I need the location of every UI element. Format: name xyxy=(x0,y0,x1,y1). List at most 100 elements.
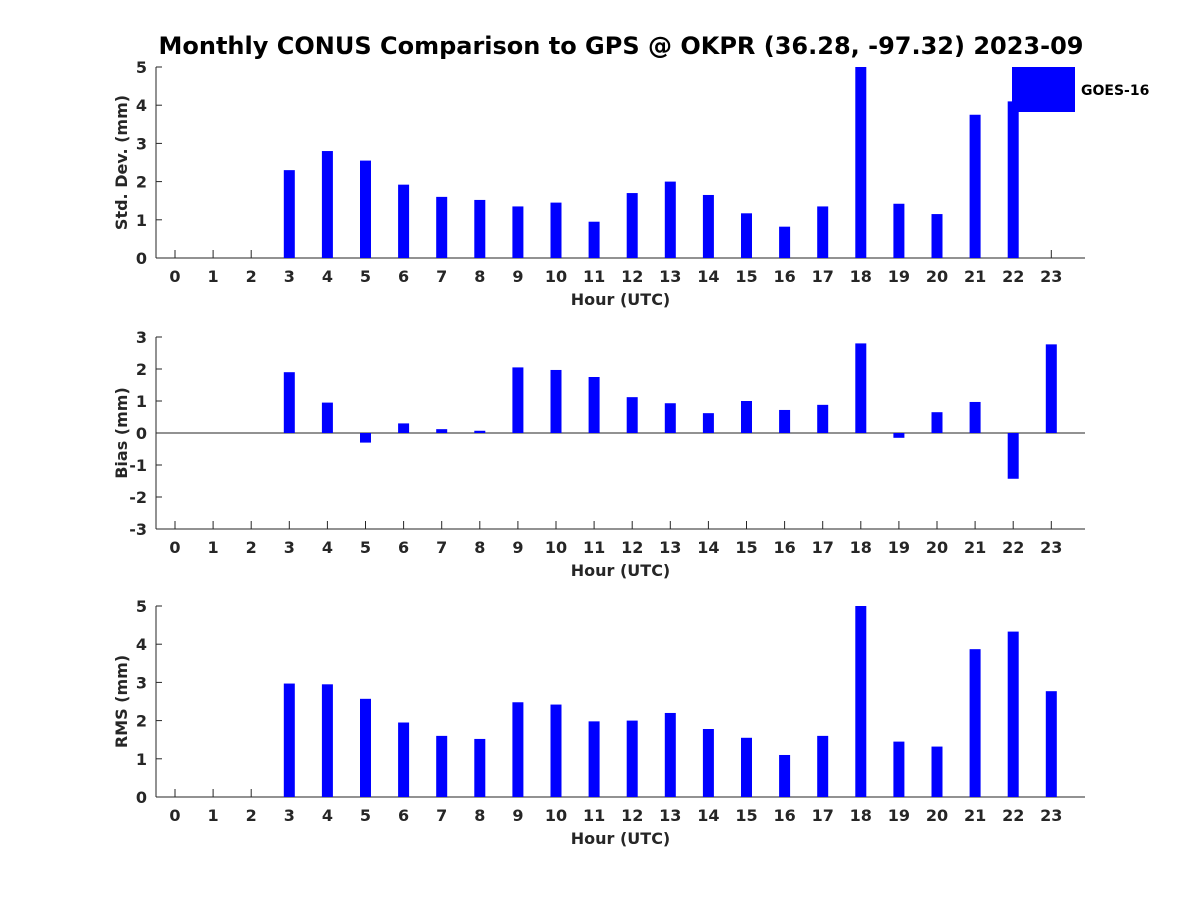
y-tick-label: 0 xyxy=(136,424,147,443)
x-tick-label: 13 xyxy=(659,806,681,825)
bar-hour-8 xyxy=(474,738,486,797)
x-axis-label: Hour (UTC) xyxy=(571,829,671,848)
bar-hour-6 xyxy=(398,184,410,258)
y-tick-label: 4 xyxy=(136,635,147,654)
x-tick-label: 3 xyxy=(284,267,295,286)
y-axis-label: Std. Dev. (mm) xyxy=(112,95,131,230)
x-tick-label: 20 xyxy=(926,538,948,557)
x-tick-label: 1 xyxy=(208,806,219,825)
x-axis-label: Hour (UTC) xyxy=(571,561,671,580)
bar-hour-19 xyxy=(893,741,905,797)
y-tick-label: -1 xyxy=(129,456,147,475)
x-tick-label: 9 xyxy=(512,538,523,557)
bar-hour-14 xyxy=(702,413,714,433)
bar-hour-15 xyxy=(741,213,752,258)
x-tick-label: 22 xyxy=(1002,806,1024,825)
bar-hour-9 xyxy=(512,367,524,433)
bar-hour-21 xyxy=(969,649,981,797)
x-tick-label: 12 xyxy=(621,538,643,557)
bar-hour-17 xyxy=(817,404,829,433)
x-tick-label: 12 xyxy=(621,806,643,825)
bar-hour-9 xyxy=(512,702,524,797)
bar-hour-23 xyxy=(1045,691,1057,797)
x-tick-label: 11 xyxy=(583,538,605,557)
y-tick-label: -3 xyxy=(129,520,147,539)
x-tick-label: 15 xyxy=(735,538,757,557)
x-tick-label: 3 xyxy=(284,806,295,825)
bar-hour-16 xyxy=(779,409,791,433)
bar-hour-22 xyxy=(1007,631,1019,797)
x-tick-label: 1 xyxy=(208,267,219,286)
x-tick-label: 18 xyxy=(850,267,872,286)
x-tick-label: 7 xyxy=(436,538,447,557)
y-tick-label: 3 xyxy=(136,134,147,153)
x-tick-label: 9 xyxy=(512,806,523,825)
bar-hour-15 xyxy=(741,737,752,797)
bar-hour-20 xyxy=(931,412,943,433)
x-tick-label: 5 xyxy=(360,806,371,825)
x-tick-label: 4 xyxy=(322,806,333,825)
legend: GOES-16 xyxy=(1012,67,1149,112)
x-tick-label: 21 xyxy=(964,806,986,825)
bar-hour-10 xyxy=(550,704,562,797)
x-tick-label: 19 xyxy=(888,806,910,825)
x-tick-label: 5 xyxy=(360,267,371,286)
bar-hour-7 xyxy=(436,735,448,797)
x-tick-label: 10 xyxy=(545,806,567,825)
x-tick-label: 14 xyxy=(697,267,719,286)
bar-hour-16 xyxy=(779,226,791,258)
x-tick-label: 4 xyxy=(322,267,333,286)
bar-hour-6 xyxy=(398,722,410,797)
x-tick-label: 20 xyxy=(926,267,948,286)
bar-hour-11 xyxy=(588,721,600,797)
bar-hour-3 xyxy=(283,683,295,797)
x-tick-label: 13 xyxy=(659,267,681,286)
bar-hour-17 xyxy=(817,206,829,258)
y-tick-label: 1 xyxy=(136,750,147,769)
bar-hour-20 xyxy=(931,746,943,797)
y-tick-label: 2 xyxy=(136,712,147,731)
bar-hour-3 xyxy=(283,372,295,433)
bar-hour-19 xyxy=(893,203,905,258)
bar-hour-18 xyxy=(855,67,867,258)
x-tick-label: 22 xyxy=(1002,267,1024,286)
bar-hour-13 xyxy=(664,403,676,433)
bar-hour-21 xyxy=(969,114,981,258)
x-tick-label: 2 xyxy=(246,538,257,557)
bar-hour-22 xyxy=(1007,101,1019,258)
x-tick-label: 21 xyxy=(964,538,986,557)
x-tick-label: 7 xyxy=(436,267,447,286)
x-tick-label: 9 xyxy=(512,267,523,286)
x-tick-label: 16 xyxy=(773,538,795,557)
x-tick-label: 8 xyxy=(474,806,485,825)
bar-hour-14 xyxy=(702,729,714,797)
x-tick-label: 6 xyxy=(398,538,409,557)
x-tick-label: 23 xyxy=(1040,267,1062,286)
y-tick-label: 2 xyxy=(136,173,147,192)
x-tick-label: 2 xyxy=(246,267,257,286)
x-tick-label: 0 xyxy=(169,538,180,557)
x-tick-label: 18 xyxy=(850,806,872,825)
y-tick-label: 0 xyxy=(136,249,147,268)
bar-hour-6 xyxy=(398,423,410,433)
y-tick-label: 0 xyxy=(136,788,147,807)
x-tick-label: 19 xyxy=(888,538,910,557)
x-tick-label: 15 xyxy=(735,806,757,825)
x-tick-label: 7 xyxy=(436,806,447,825)
x-tick-label: 11 xyxy=(583,267,605,286)
bar-hour-12 xyxy=(626,193,638,258)
bar-hour-12 xyxy=(626,720,638,797)
bar-hour-5 xyxy=(360,433,371,443)
bar-hour-8 xyxy=(474,199,486,258)
y-axis-label: Bias (mm) xyxy=(112,387,131,479)
bar-hour-22 xyxy=(1007,433,1019,479)
bar-hour-10 xyxy=(550,369,562,433)
bar-hour-20 xyxy=(931,214,943,258)
bar-hour-15 xyxy=(741,401,752,433)
bar-hour-19 xyxy=(893,433,905,438)
bar-hour-9 xyxy=(512,206,524,258)
